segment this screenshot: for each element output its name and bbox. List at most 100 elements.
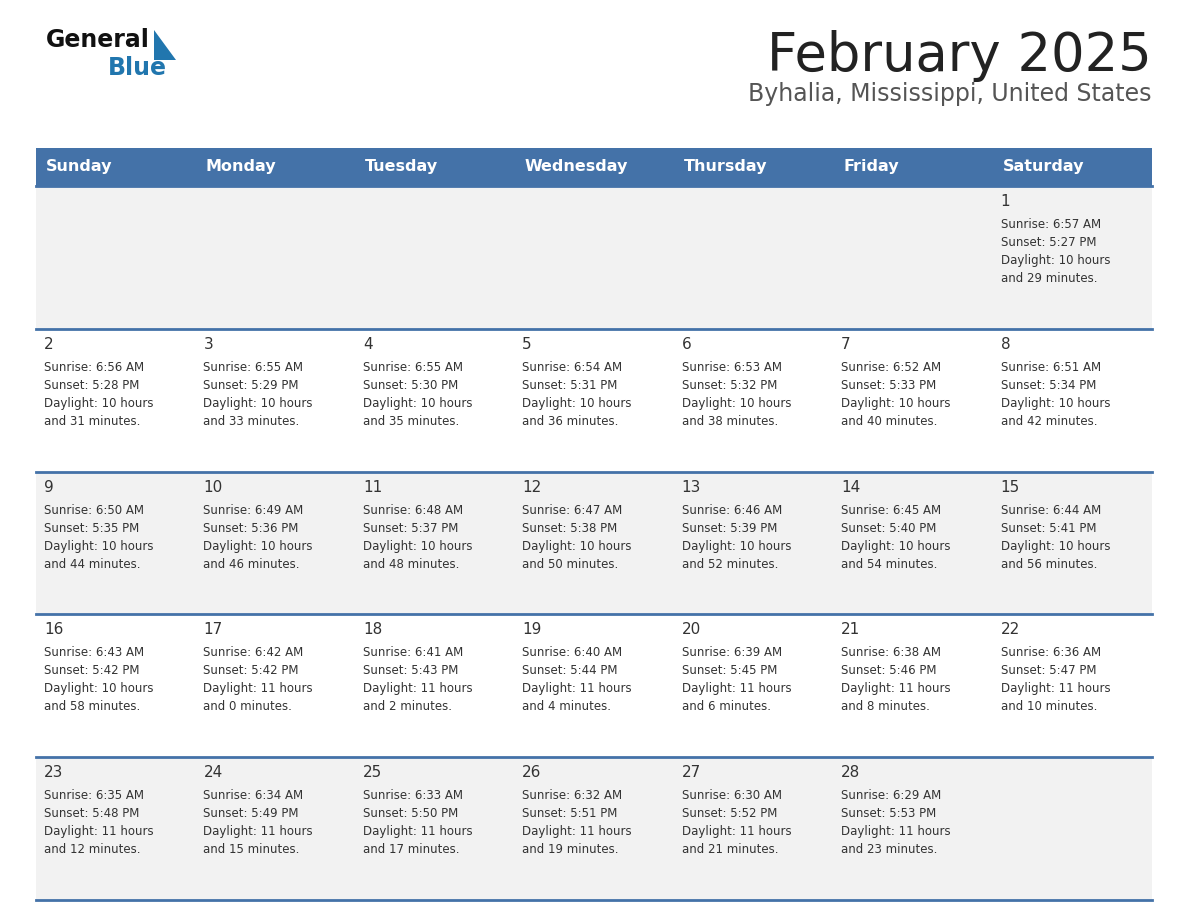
Text: Sunset: 5:53 PM: Sunset: 5:53 PM bbox=[841, 807, 936, 820]
Text: Sunrise: 6:48 AM: Sunrise: 6:48 AM bbox=[362, 504, 463, 517]
Text: Daylight: 11 hours: Daylight: 11 hours bbox=[362, 682, 473, 696]
Text: Sunrise: 6:33 AM: Sunrise: 6:33 AM bbox=[362, 789, 463, 802]
Text: 10: 10 bbox=[203, 479, 222, 495]
Text: and 21 minutes.: and 21 minutes. bbox=[682, 844, 778, 856]
Text: Daylight: 11 hours: Daylight: 11 hours bbox=[682, 682, 791, 696]
Text: Sunrise: 6:39 AM: Sunrise: 6:39 AM bbox=[682, 646, 782, 659]
Text: Sunset: 5:28 PM: Sunset: 5:28 PM bbox=[44, 379, 139, 392]
Text: Sunset: 5:42 PM: Sunset: 5:42 PM bbox=[203, 665, 299, 677]
Text: and 19 minutes.: and 19 minutes. bbox=[523, 844, 619, 856]
Text: and 12 minutes.: and 12 minutes. bbox=[44, 844, 140, 856]
Text: Sunrise: 6:34 AM: Sunrise: 6:34 AM bbox=[203, 789, 304, 802]
Text: 11: 11 bbox=[362, 479, 383, 495]
Text: 7: 7 bbox=[841, 337, 851, 352]
Text: Daylight: 10 hours: Daylight: 10 hours bbox=[44, 682, 153, 696]
Text: Daylight: 10 hours: Daylight: 10 hours bbox=[203, 540, 312, 553]
Text: February 2025: February 2025 bbox=[767, 30, 1152, 82]
Text: General: General bbox=[46, 28, 150, 52]
Text: Daylight: 11 hours: Daylight: 11 hours bbox=[841, 682, 950, 696]
Text: Sunset: 5:36 PM: Sunset: 5:36 PM bbox=[203, 521, 299, 534]
Text: and 35 minutes.: and 35 minutes. bbox=[362, 415, 459, 428]
Text: 21: 21 bbox=[841, 622, 860, 637]
Text: Sunrise: 6:52 AM: Sunrise: 6:52 AM bbox=[841, 361, 941, 374]
Text: Sunset: 5:32 PM: Sunset: 5:32 PM bbox=[682, 379, 777, 392]
Text: Sunrise: 6:43 AM: Sunrise: 6:43 AM bbox=[44, 646, 144, 659]
Bar bbox=[36, 186, 1152, 329]
Text: and 4 minutes.: and 4 minutes. bbox=[523, 700, 612, 713]
Text: Byhalia, Mississippi, United States: Byhalia, Mississippi, United States bbox=[748, 82, 1152, 106]
Text: 27: 27 bbox=[682, 766, 701, 780]
Text: and 33 minutes.: and 33 minutes. bbox=[203, 415, 299, 428]
Text: 17: 17 bbox=[203, 622, 222, 637]
Text: Daylight: 11 hours: Daylight: 11 hours bbox=[841, 825, 950, 838]
Text: Daylight: 11 hours: Daylight: 11 hours bbox=[682, 825, 791, 838]
Text: Sunrise: 6:36 AM: Sunrise: 6:36 AM bbox=[1000, 646, 1101, 659]
Text: and 17 minutes.: and 17 minutes. bbox=[362, 844, 460, 856]
Text: Daylight: 11 hours: Daylight: 11 hours bbox=[1000, 682, 1111, 696]
Text: Daylight: 10 hours: Daylight: 10 hours bbox=[1000, 540, 1110, 553]
Text: Sunset: 5:35 PM: Sunset: 5:35 PM bbox=[44, 521, 139, 534]
Text: Sunrise: 6:41 AM: Sunrise: 6:41 AM bbox=[362, 646, 463, 659]
Text: and 0 minutes.: and 0 minutes. bbox=[203, 700, 292, 713]
Text: Sunset: 5:48 PM: Sunset: 5:48 PM bbox=[44, 807, 139, 820]
Text: 1: 1 bbox=[1000, 194, 1010, 209]
Text: Sunrise: 6:29 AM: Sunrise: 6:29 AM bbox=[841, 789, 941, 802]
Text: Monday: Monday bbox=[206, 160, 276, 174]
Text: Thursday: Thursday bbox=[684, 160, 767, 174]
Text: Sunset: 5:37 PM: Sunset: 5:37 PM bbox=[362, 521, 459, 534]
Text: and 6 minutes.: and 6 minutes. bbox=[682, 700, 771, 713]
Text: Sunset: 5:50 PM: Sunset: 5:50 PM bbox=[362, 807, 459, 820]
Text: Sunset: 5:51 PM: Sunset: 5:51 PM bbox=[523, 807, 618, 820]
Text: and 8 minutes.: and 8 minutes. bbox=[841, 700, 930, 713]
Text: Sunrise: 6:38 AM: Sunrise: 6:38 AM bbox=[841, 646, 941, 659]
Text: Sunrise: 6:35 AM: Sunrise: 6:35 AM bbox=[44, 789, 144, 802]
Text: Tuesday: Tuesday bbox=[365, 160, 438, 174]
Text: Sunrise: 6:51 AM: Sunrise: 6:51 AM bbox=[1000, 361, 1101, 374]
Text: and 38 minutes.: and 38 minutes. bbox=[682, 415, 778, 428]
Bar bbox=[36, 472, 1152, 614]
Text: Daylight: 10 hours: Daylight: 10 hours bbox=[362, 540, 473, 553]
Text: Sunrise: 6:55 AM: Sunrise: 6:55 AM bbox=[362, 361, 463, 374]
Text: and 23 minutes.: and 23 minutes. bbox=[841, 844, 937, 856]
Text: Sunrise: 6:46 AM: Sunrise: 6:46 AM bbox=[682, 504, 782, 517]
Text: and 52 minutes.: and 52 minutes. bbox=[682, 557, 778, 571]
Text: 26: 26 bbox=[523, 766, 542, 780]
Text: Wednesday: Wednesday bbox=[524, 160, 627, 174]
Text: Sunrise: 6:30 AM: Sunrise: 6:30 AM bbox=[682, 789, 782, 802]
Text: and 29 minutes.: and 29 minutes. bbox=[1000, 272, 1097, 285]
Text: and 58 minutes.: and 58 minutes. bbox=[44, 700, 140, 713]
Text: Daylight: 11 hours: Daylight: 11 hours bbox=[362, 825, 473, 838]
Text: Daylight: 10 hours: Daylight: 10 hours bbox=[841, 397, 950, 409]
Text: 6: 6 bbox=[682, 337, 691, 352]
Text: 13: 13 bbox=[682, 479, 701, 495]
Text: Daylight: 10 hours: Daylight: 10 hours bbox=[523, 397, 632, 409]
Text: Sunset: 5:41 PM: Sunset: 5:41 PM bbox=[1000, 521, 1097, 534]
Text: 3: 3 bbox=[203, 337, 213, 352]
Text: 22: 22 bbox=[1000, 622, 1019, 637]
Text: 14: 14 bbox=[841, 479, 860, 495]
Text: Sunrise: 6:47 AM: Sunrise: 6:47 AM bbox=[523, 504, 623, 517]
Text: and 40 minutes.: and 40 minutes. bbox=[841, 415, 937, 428]
Text: and 50 minutes.: and 50 minutes. bbox=[523, 557, 619, 571]
Polygon shape bbox=[154, 30, 176, 60]
Text: 5: 5 bbox=[523, 337, 532, 352]
Text: Daylight: 10 hours: Daylight: 10 hours bbox=[1000, 254, 1110, 267]
Text: Daylight: 10 hours: Daylight: 10 hours bbox=[362, 397, 473, 409]
Text: Sunrise: 6:44 AM: Sunrise: 6:44 AM bbox=[1000, 504, 1101, 517]
Text: Sunrise: 6:42 AM: Sunrise: 6:42 AM bbox=[203, 646, 304, 659]
Text: Sunset: 5:52 PM: Sunset: 5:52 PM bbox=[682, 807, 777, 820]
Text: Sunset: 5:42 PM: Sunset: 5:42 PM bbox=[44, 665, 139, 677]
Text: Daylight: 11 hours: Daylight: 11 hours bbox=[203, 825, 314, 838]
Text: Sunrise: 6:54 AM: Sunrise: 6:54 AM bbox=[523, 361, 623, 374]
Text: Sunrise: 6:53 AM: Sunrise: 6:53 AM bbox=[682, 361, 782, 374]
Text: and 31 minutes.: and 31 minutes. bbox=[44, 415, 140, 428]
Text: 18: 18 bbox=[362, 622, 383, 637]
Text: Daylight: 10 hours: Daylight: 10 hours bbox=[1000, 397, 1110, 409]
Text: Daylight: 10 hours: Daylight: 10 hours bbox=[523, 540, 632, 553]
Text: and 42 minutes.: and 42 minutes. bbox=[1000, 415, 1097, 428]
Text: and 48 minutes.: and 48 minutes. bbox=[362, 557, 460, 571]
Text: Friday: Friday bbox=[843, 160, 899, 174]
Text: Sunrise: 6:55 AM: Sunrise: 6:55 AM bbox=[203, 361, 303, 374]
Text: Sunset: 5:40 PM: Sunset: 5:40 PM bbox=[841, 521, 936, 534]
Text: Sunrise: 6:45 AM: Sunrise: 6:45 AM bbox=[841, 504, 941, 517]
